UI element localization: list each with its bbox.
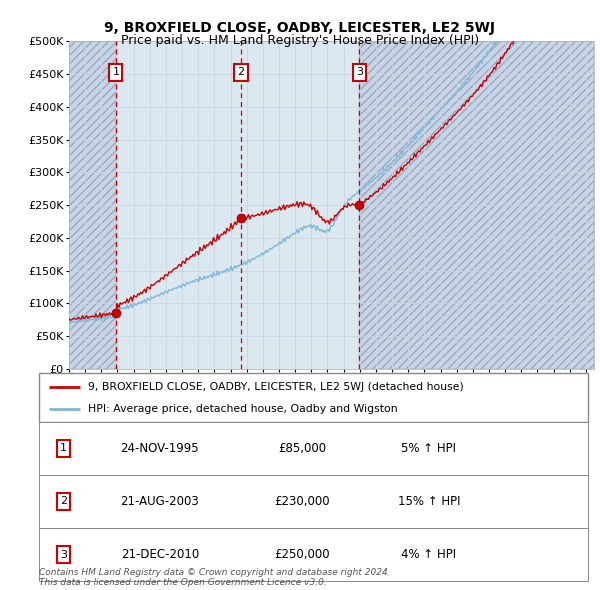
Text: £250,000: £250,000 <box>275 548 331 561</box>
Text: 1: 1 <box>60 444 67 453</box>
Text: 3: 3 <box>60 550 67 559</box>
Text: 1: 1 <box>112 67 119 77</box>
Text: 9, BROXFIELD CLOSE, OADBY, LEICESTER, LE2 5WJ: 9, BROXFIELD CLOSE, OADBY, LEICESTER, LE… <box>104 21 496 35</box>
Text: 15% ↑ HPI: 15% ↑ HPI <box>398 495 460 508</box>
Text: 2: 2 <box>238 67 244 77</box>
Text: 21-DEC-2010: 21-DEC-2010 <box>121 548 199 561</box>
Text: HPI: Average price, detached house, Oadby and Wigston: HPI: Average price, detached house, Oadb… <box>88 404 398 414</box>
Bar <box>69 41 116 369</box>
Text: 9, BROXFIELD CLOSE, OADBY, LEICESTER, LE2 5WJ (detached house): 9, BROXFIELD CLOSE, OADBY, LEICESTER, LE… <box>88 382 464 392</box>
Bar <box>359 41 594 369</box>
Text: 24-NOV-1995: 24-NOV-1995 <box>121 442 199 455</box>
Text: 21-AUG-2003: 21-AUG-2003 <box>121 495 199 508</box>
Text: Price paid vs. HM Land Registry's House Price Index (HPI): Price paid vs. HM Land Registry's House … <box>121 34 479 47</box>
Text: £230,000: £230,000 <box>275 495 331 508</box>
Text: 4% ↑ HPI: 4% ↑ HPI <box>401 548 457 561</box>
Text: This data is licensed under the Open Government Licence v3.0.: This data is licensed under the Open Gov… <box>39 578 327 587</box>
Text: 3: 3 <box>356 67 363 77</box>
Text: 2: 2 <box>60 497 67 506</box>
Text: 5% ↑ HPI: 5% ↑ HPI <box>401 442 456 455</box>
Text: Contains HM Land Registry data © Crown copyright and database right 2024.: Contains HM Land Registry data © Crown c… <box>39 568 391 577</box>
Text: £85,000: £85,000 <box>278 442 326 455</box>
